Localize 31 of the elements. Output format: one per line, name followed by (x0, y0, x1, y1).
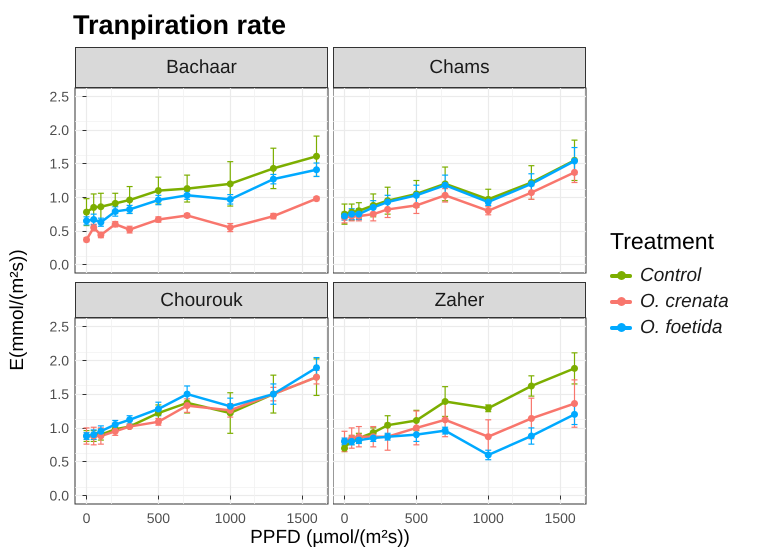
x-tick-label: 1500 (286, 510, 318, 526)
x-tick-label: 1500 (544, 510, 576, 526)
x-axis-title: PPFD (µmol/(m²s)) (249, 527, 411, 549)
y-axis-title: E(mmol/(m²s)) (7, 249, 28, 371)
chart-subtitle: Chourouk (75, 282, 328, 318)
chart-title: Tranpiration rate (73, 10, 286, 41)
y-tick-label: 2.0 (50, 122, 70, 138)
y-tick-label: 1.5 (50, 156, 70, 172)
chart-subtitle: Chams (333, 47, 586, 88)
chart-subtitle: Zaher (333, 282, 586, 318)
y-tick-label: 2.5 (50, 318, 70, 334)
legend-title: Treatment (610, 228, 715, 255)
legend-label: O. crenata (640, 291, 729, 313)
y-tick-label: 1.0 (50, 189, 70, 206)
y-tick-label: 0.5 (50, 222, 70, 239)
y-tick-label: 2.5 (50, 88, 70, 104)
x-tick-label: 500 (146, 510, 170, 526)
x-tick-label: 1000 (214, 510, 246, 526)
x-tick-label: 0 (340, 510, 349, 526)
x-tick-label: 1000 (472, 510, 504, 526)
x-tick-label: 0 (82, 510, 91, 526)
chart-subtitle: Bachaar (75, 47, 328, 88)
y-tick-label: 2.0 (50, 352, 70, 368)
x-tick-label: 500 (404, 510, 428, 526)
y-tick-label: 1.0 (50, 420, 70, 436)
legend-label: O. foetida (640, 317, 722, 339)
y-tick-label: 0.0 (50, 488, 70, 504)
y-tick-label: 0.0 (50, 256, 70, 273)
y-tick-label: 0.5 (50, 454, 70, 470)
legend-label: Control (640, 265, 702, 287)
y-tick-label: 1.5 (50, 386, 70, 402)
